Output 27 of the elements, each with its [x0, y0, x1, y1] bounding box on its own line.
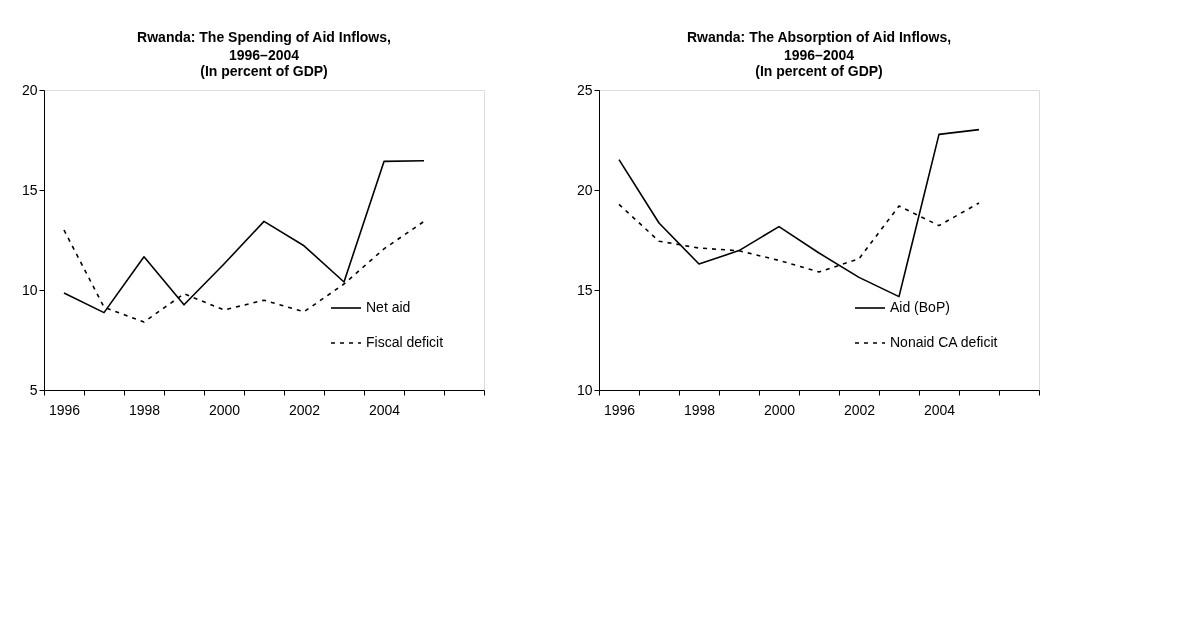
- line-series: [618, 128, 980, 298]
- chart-title: Rwanda: The Absorption of Aid Inflows, 1996–2004: [686, 29, 952, 63]
- legend-label: Fiscal deficit: [366, 334, 444, 350]
- y-tick-label: 10: [21, 281, 38, 298]
- legend-label: Net aid: [366, 299, 411, 315]
- x-tick-label: 2000: [208, 401, 241, 418]
- x-tick-label: 2004: [923, 401, 956, 418]
- x-tick-label: 1998: [128, 401, 161, 418]
- chart-title: Rwanda: The Spending of Aid Inflows, 1996–2004: [137, 29, 391, 63]
- legend-label: Nonaid CA deficit: [890, 334, 998, 350]
- chart-subtitle: (In percent of GDP): [200, 63, 328, 79]
- x-tick-label: 2000: [763, 401, 796, 418]
- y-tick-label: 25: [576, 81, 593, 98]
- x-tick-label: 2004: [368, 401, 401, 418]
- y-tick-label: 20: [21, 81, 38, 98]
- x-tick-label: 2002: [288, 401, 321, 418]
- y-tick-label: 20: [576, 181, 593, 198]
- x-tick-label: 1998: [683, 401, 716, 418]
- y-tick-label: 5: [29, 381, 38, 398]
- y-tick-label: 15: [21, 181, 38, 198]
- y-tick-label: 10: [576, 381, 593, 398]
- x-tick-label: 1996: [603, 401, 636, 418]
- legend-label: Aid (BoP): [890, 299, 950, 315]
- y-tick-label: 15: [576, 281, 593, 298]
- chart-subtitle: (In percent of GDP): [755, 63, 883, 79]
- x-tick-label: 1996: [48, 401, 81, 418]
- x-tick-label: 2002: [843, 401, 876, 418]
